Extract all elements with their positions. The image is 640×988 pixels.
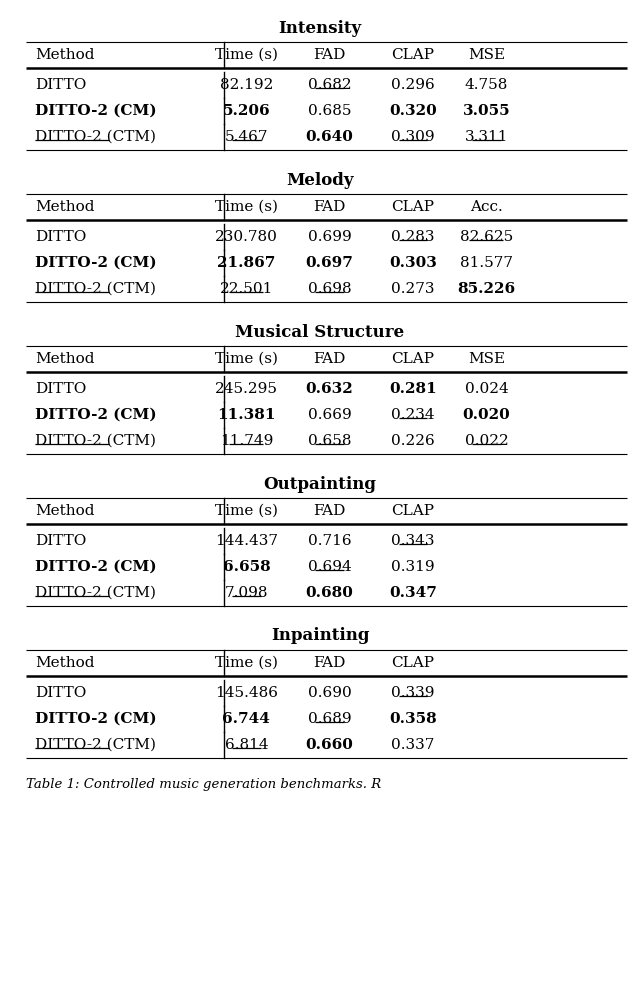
Text: FAD: FAD — [314, 504, 346, 518]
Text: 3.055: 3.055 — [463, 104, 510, 118]
Text: 144.437: 144.437 — [215, 534, 278, 548]
Text: 245.295: 245.295 — [215, 382, 278, 396]
Text: 6.658: 6.658 — [223, 560, 270, 574]
Text: 5.206: 5.206 — [223, 104, 270, 118]
Text: Acc.: Acc. — [470, 200, 503, 214]
Text: 0.339: 0.339 — [391, 686, 435, 700]
Text: DITTO: DITTO — [35, 686, 86, 700]
Text: 0.640: 0.640 — [306, 130, 353, 144]
Text: DITTO-2 (CTM): DITTO-2 (CTM) — [35, 282, 156, 296]
Text: 0.281: 0.281 — [389, 382, 436, 396]
Text: 0.699: 0.699 — [308, 230, 351, 244]
Text: Table 1: Controlled music generation benchmarks. R: Table 1: Controlled music generation ben… — [26, 778, 381, 791]
Text: Method: Method — [35, 200, 95, 214]
Text: 11.749: 11.749 — [220, 434, 273, 448]
Text: CLAP: CLAP — [391, 504, 435, 518]
Text: DITTO-2 (CM): DITTO-2 (CM) — [35, 712, 157, 726]
Text: FAD: FAD — [314, 352, 346, 366]
Text: Musical Structure: Musical Structure — [236, 323, 404, 341]
Text: Method: Method — [35, 352, 95, 366]
Text: 7.098: 7.098 — [225, 586, 268, 600]
Text: Method: Method — [35, 48, 95, 62]
Text: Time (s): Time (s) — [215, 656, 278, 670]
Text: 4.758: 4.758 — [465, 78, 508, 92]
Text: 0.234: 0.234 — [391, 408, 435, 422]
Text: 0.296: 0.296 — [391, 78, 435, 92]
Text: 0.685: 0.685 — [308, 104, 351, 118]
Text: 0.343: 0.343 — [391, 534, 435, 548]
Text: 0.716: 0.716 — [308, 534, 351, 548]
Text: 0.660: 0.660 — [306, 738, 353, 752]
Text: DITTO-2 (CM): DITTO-2 (CM) — [35, 560, 157, 574]
Text: 230.780: 230.780 — [215, 230, 278, 244]
Text: CLAP: CLAP — [391, 352, 435, 366]
Text: MSE: MSE — [468, 352, 505, 366]
Text: Melody: Melody — [286, 172, 354, 189]
Text: 81.577: 81.577 — [460, 256, 513, 270]
Text: DITTO-2 (CM): DITTO-2 (CM) — [35, 104, 157, 118]
Text: 82.625: 82.625 — [460, 230, 513, 244]
Text: DITTO-2 (CM): DITTO-2 (CM) — [35, 408, 157, 422]
Text: 0.309: 0.309 — [391, 130, 435, 144]
Text: 0.658: 0.658 — [308, 434, 351, 448]
Text: 22.501: 22.501 — [220, 282, 273, 296]
Text: CLAP: CLAP — [391, 200, 435, 214]
Text: 5.467: 5.467 — [225, 130, 268, 144]
Text: 0.689: 0.689 — [308, 712, 351, 726]
Text: 3.311: 3.311 — [465, 130, 508, 144]
Text: DITTO-2 (CTM): DITTO-2 (CTM) — [35, 586, 156, 600]
Text: 21.867: 21.867 — [217, 256, 276, 270]
Text: 0.320: 0.320 — [389, 104, 436, 118]
Text: 85.226: 85.226 — [458, 282, 515, 296]
Text: Method: Method — [35, 504, 95, 518]
Text: Intensity: Intensity — [278, 20, 362, 37]
Text: 0.690: 0.690 — [308, 686, 351, 700]
Text: Time (s): Time (s) — [215, 352, 278, 366]
Text: 0.024: 0.024 — [465, 382, 508, 396]
Text: Time (s): Time (s) — [215, 504, 278, 518]
Text: 0.669: 0.669 — [308, 408, 351, 422]
Text: 0.694: 0.694 — [308, 560, 351, 574]
Text: 0.020: 0.020 — [463, 408, 510, 422]
Text: DITTO-2 (CM): DITTO-2 (CM) — [35, 256, 157, 270]
Text: DITTO: DITTO — [35, 382, 86, 396]
Text: 0.697: 0.697 — [306, 256, 353, 270]
Text: DITTO: DITTO — [35, 78, 86, 92]
Text: Time (s): Time (s) — [215, 48, 278, 62]
Text: DITTO-2 (CTM): DITTO-2 (CTM) — [35, 434, 156, 448]
Text: 0.680: 0.680 — [306, 586, 353, 600]
Text: 0.273: 0.273 — [391, 282, 435, 296]
Text: 0.337: 0.337 — [391, 738, 435, 752]
Text: 0.319: 0.319 — [391, 560, 435, 574]
Text: Outpainting: Outpainting — [264, 475, 376, 492]
Text: DITTO: DITTO — [35, 230, 86, 244]
Text: DITTO: DITTO — [35, 534, 86, 548]
Text: 0.698: 0.698 — [308, 282, 351, 296]
Text: Time (s): Time (s) — [215, 200, 278, 214]
Text: MSE: MSE — [468, 48, 505, 62]
Text: CLAP: CLAP — [391, 48, 435, 62]
Text: CLAP: CLAP — [391, 656, 435, 670]
Text: Method: Method — [35, 656, 95, 670]
Text: 0.347: 0.347 — [389, 586, 436, 600]
Text: 0.303: 0.303 — [389, 256, 436, 270]
Text: DITTO-2 (CTM): DITTO-2 (CTM) — [35, 130, 156, 144]
Text: 0.226: 0.226 — [391, 434, 435, 448]
Text: 82.192: 82.192 — [220, 78, 273, 92]
Text: 0.022: 0.022 — [465, 434, 508, 448]
Text: FAD: FAD — [314, 200, 346, 214]
Text: 145.486: 145.486 — [215, 686, 278, 700]
Text: FAD: FAD — [314, 656, 346, 670]
Text: 6.814: 6.814 — [225, 738, 268, 752]
Text: 11.381: 11.381 — [217, 408, 276, 422]
Text: FAD: FAD — [314, 48, 346, 62]
Text: Inpainting: Inpainting — [271, 627, 369, 644]
Text: DITTO-2 (CTM): DITTO-2 (CTM) — [35, 738, 156, 752]
Text: 0.283: 0.283 — [391, 230, 435, 244]
Text: 0.358: 0.358 — [389, 712, 436, 726]
Text: 0.632: 0.632 — [306, 382, 353, 396]
Text: 6.744: 6.744 — [223, 712, 270, 726]
Text: 0.682: 0.682 — [308, 78, 351, 92]
